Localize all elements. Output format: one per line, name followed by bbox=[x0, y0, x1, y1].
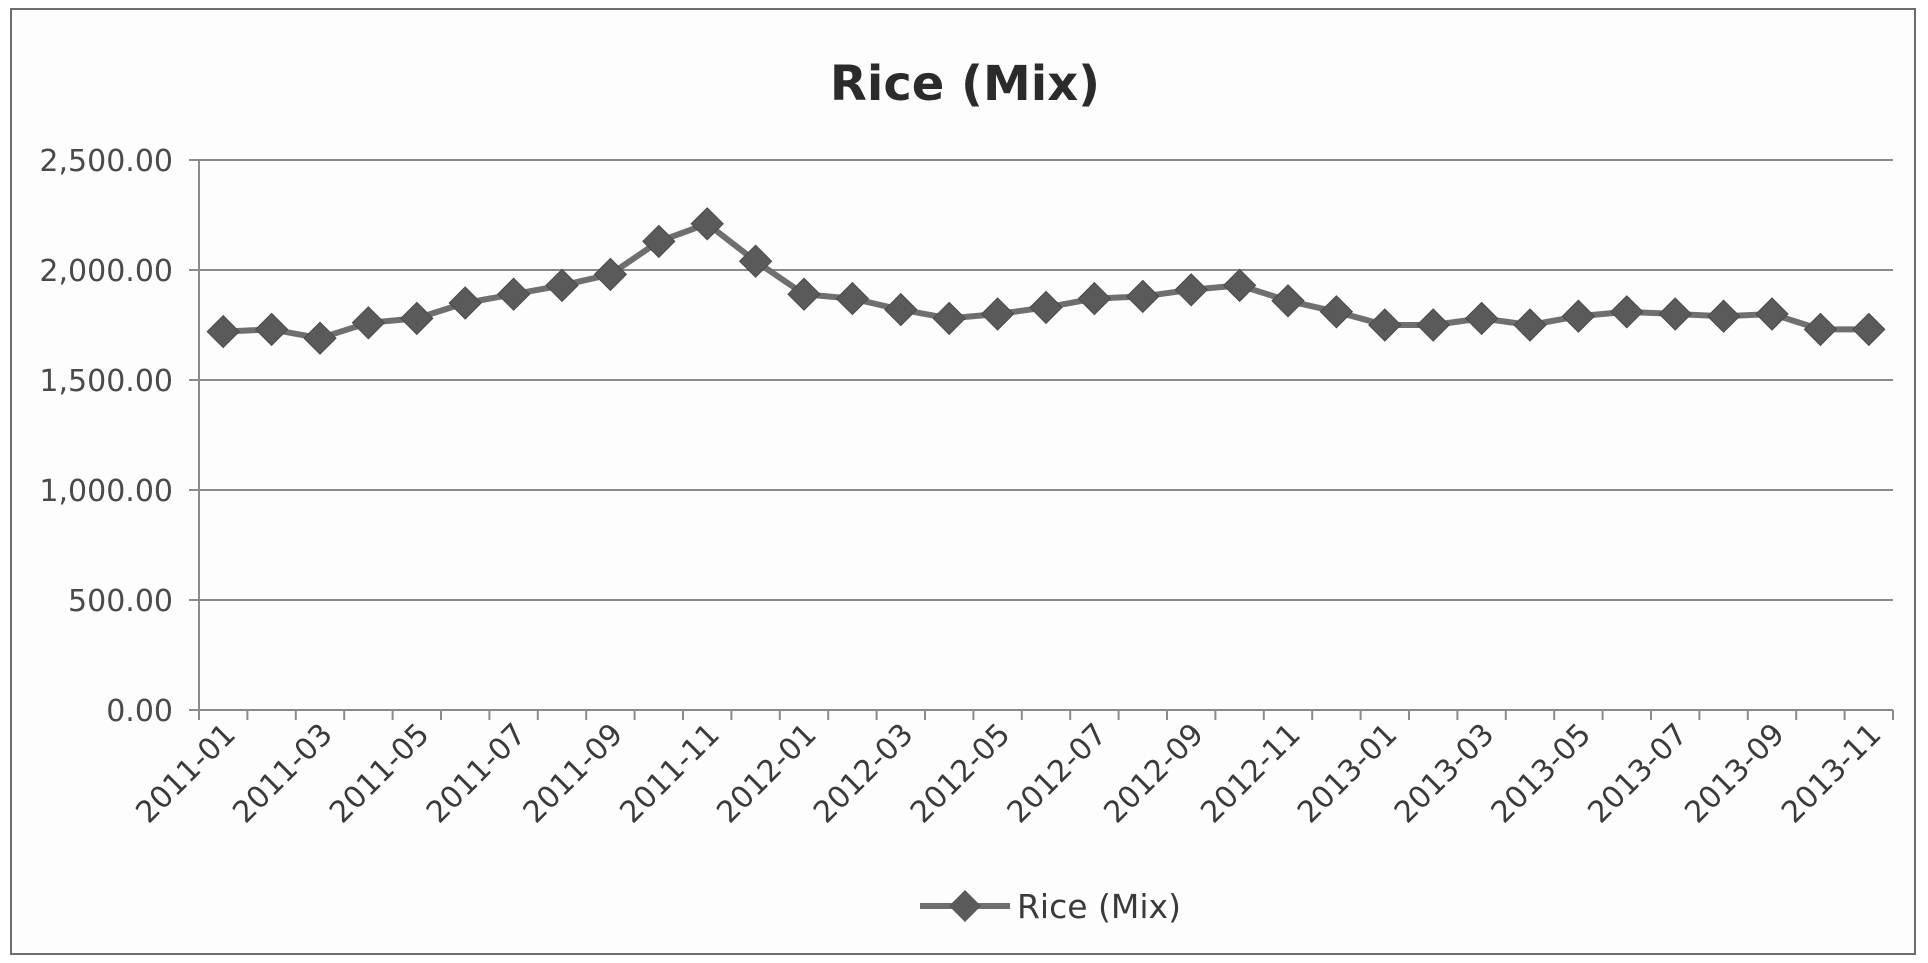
data-point-2013-08 bbox=[1706, 299, 1741, 333]
y-axis-tick-labels: 0.00 500.00 1,000.00 1,500.00 2,000.00 2,500.… bbox=[39, 144, 173, 729]
x-tick-label: 2013-03 bbox=[1388, 717, 1501, 830]
x-tick-label: 2012-01 bbox=[710, 717, 823, 830]
x-tick-label: 2011-09 bbox=[517, 717, 630, 830]
data-point-2013-09 bbox=[1755, 297, 1789, 331]
legend-diamond-marker bbox=[949, 890, 981, 922]
data-point-2013-05 bbox=[1561, 299, 1596, 333]
x-tick-label: 2012-11 bbox=[1194, 717, 1307, 830]
data-point-2012-05 bbox=[980, 297, 1015, 331]
x-tick-label: 2013-11 bbox=[1775, 717, 1888, 830]
x-tick-label: 2012-07 bbox=[1001, 717, 1114, 830]
data-point-2012-07 bbox=[1077, 281, 1112, 316]
data-point-2012-03 bbox=[884, 292, 918, 327]
gridlines bbox=[199, 159, 1893, 601]
y-tick-label: 2,000.00 bbox=[39, 254, 173, 289]
data-point-2011-12 bbox=[738, 244, 773, 278]
x-tick-label: 2011-01 bbox=[129, 717, 242, 830]
data-point-2012-12 bbox=[1319, 295, 1354, 329]
data-point-2011-08 bbox=[545, 268, 579, 303]
data-point-2012-01 bbox=[787, 277, 821, 311]
x-tick-label: 2012-05 bbox=[904, 717, 1017, 830]
x-tick-label: 2013-09 bbox=[1678, 717, 1791, 830]
x-tick-label: 2011-05 bbox=[323, 717, 436, 830]
data-point-2012-04 bbox=[932, 301, 966, 336]
y-tick-label: 0.00 bbox=[106, 694, 173, 729]
data-point-2013-01 bbox=[1368, 308, 1402, 342]
data-point-2013-02 bbox=[1416, 308, 1450, 342]
series-rice-mix bbox=[206, 207, 1886, 355]
data-point-2012-09 bbox=[1174, 273, 1208, 307]
data-point-2011-10 bbox=[642, 224, 676, 259]
x-tick-label: 2013-07 bbox=[1581, 717, 1694, 830]
x-tick-label: 2011-11 bbox=[613, 717, 726, 830]
data-point-2011-09 bbox=[593, 257, 628, 292]
x-tick-label: 2012-03 bbox=[807, 717, 920, 830]
data-point-2013-04 bbox=[1513, 308, 1547, 342]
data-point-2013-10 bbox=[1803, 312, 1838, 347]
data-point-2012-02 bbox=[835, 281, 870, 316]
x-tick-label: 2012-09 bbox=[1097, 717, 1210, 830]
data-point-2011-11 bbox=[690, 207, 724, 241]
data-point-2012-08 bbox=[1126, 279, 1160, 314]
x-tick-label: 2013-01 bbox=[1291, 717, 1404, 830]
data-point-2011-03 bbox=[303, 321, 337, 355]
x-tick-label: 2013-05 bbox=[1485, 717, 1598, 830]
data-point-2013-03 bbox=[1464, 301, 1499, 336]
x-tick-label: 2011-07 bbox=[420, 717, 533, 830]
data-point-2013-07 bbox=[1658, 297, 1692, 331]
data-point-2011-02 bbox=[254, 312, 289, 347]
data-point-2012-11 bbox=[1271, 284, 1305, 318]
data-point-2011-06 bbox=[448, 286, 482, 320]
legend: Rice (Mix) bbox=[920, 887, 1181, 926]
y-tick-label: 1,500.00 bbox=[39, 364, 173, 399]
data-point-2011-01 bbox=[206, 314, 240, 349]
data-point-2011-07 bbox=[496, 277, 531, 311]
y-tick-label: 500.00 bbox=[68, 584, 173, 619]
chart-frame: Rice (Mix) 0.00 500.00 1,000.00 1,500.00 2,0… bbox=[10, 8, 1916, 955]
data-point-2012-10 bbox=[1222, 268, 1257, 303]
y-tick-label: 2,500.00 bbox=[39, 144, 173, 179]
data-point-2011-04 bbox=[351, 306, 386, 340]
data-point-2013-06 bbox=[1610, 295, 1644, 329]
chart-title: Rice (Mix) bbox=[830, 56, 1100, 112]
legend-label: Rice (Mix) bbox=[1017, 887, 1181, 926]
x-axis-tick-labels: 2011-012011-032011-052011-072011-092011-… bbox=[129, 717, 1888, 830]
line-chart: Rice (Mix) 0.00 500.00 1,000.00 1,500.00 2,0… bbox=[39, 56, 1894, 926]
data-point-2012-06 bbox=[1029, 290, 1063, 325]
data-point-2013-11 bbox=[1852, 312, 1886, 347]
x-tick-label: 2011-03 bbox=[226, 717, 339, 830]
axes bbox=[189, 159, 1894, 720]
y-tick-label: 1,000.00 bbox=[39, 474, 173, 509]
data-point-2011-05 bbox=[400, 301, 434, 336]
